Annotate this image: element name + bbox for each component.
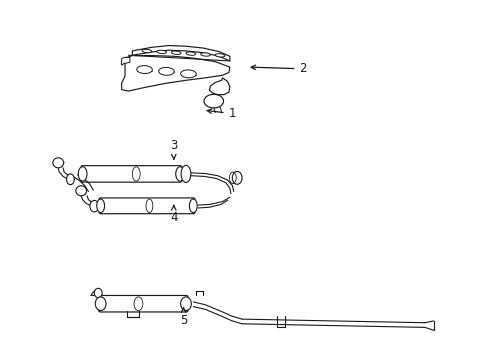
Text: 3: 3 (170, 139, 177, 159)
FancyBboxPatch shape (99, 198, 194, 214)
Polygon shape (122, 55, 229, 91)
Ellipse shape (159, 67, 174, 75)
Ellipse shape (66, 174, 74, 185)
Ellipse shape (215, 54, 224, 57)
Polygon shape (209, 78, 229, 95)
Ellipse shape (78, 167, 87, 181)
Ellipse shape (95, 297, 106, 311)
Text: 1: 1 (207, 107, 236, 120)
Ellipse shape (97, 199, 104, 213)
Ellipse shape (203, 94, 223, 108)
Ellipse shape (189, 199, 197, 213)
Text: 4: 4 (170, 205, 177, 224)
Polygon shape (132, 45, 229, 61)
Ellipse shape (157, 50, 166, 54)
Ellipse shape (171, 51, 181, 54)
Ellipse shape (180, 297, 191, 311)
FancyBboxPatch shape (99, 296, 187, 312)
Polygon shape (122, 57, 130, 65)
Ellipse shape (200, 53, 210, 56)
Text: 5: 5 (180, 308, 187, 327)
Ellipse shape (232, 171, 242, 184)
Ellipse shape (180, 70, 196, 78)
Ellipse shape (137, 66, 152, 73)
Ellipse shape (181, 165, 190, 183)
Ellipse shape (185, 52, 195, 55)
FancyBboxPatch shape (81, 166, 181, 182)
Ellipse shape (90, 201, 99, 212)
Ellipse shape (94, 288, 102, 298)
Ellipse shape (53, 158, 63, 168)
Ellipse shape (76, 186, 86, 196)
Ellipse shape (175, 167, 184, 181)
Ellipse shape (142, 49, 151, 53)
Text: 2: 2 (251, 62, 306, 75)
